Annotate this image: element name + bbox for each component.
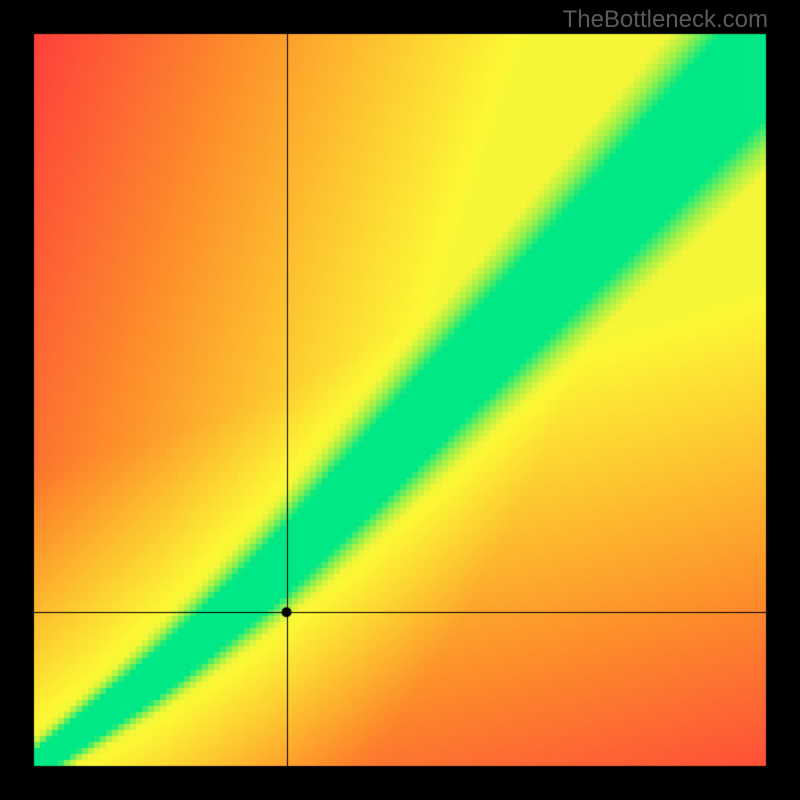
bottleneck-heatmap xyxy=(0,0,800,800)
watermark-text: TheBottleneck.com xyxy=(563,6,768,34)
